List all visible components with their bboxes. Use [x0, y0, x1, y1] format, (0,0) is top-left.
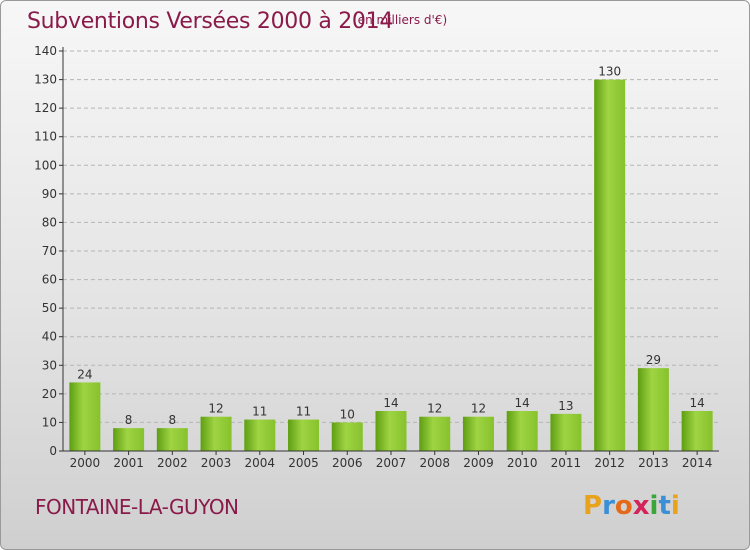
data-label: 14: [689, 396, 704, 410]
bar: [375, 411, 407, 451]
data-label: 8: [125, 413, 133, 427]
x-tick-label: 2010: [507, 456, 538, 470]
x-tick-label: 2013: [638, 456, 669, 470]
x-tick-label: 2011: [551, 456, 582, 470]
bar: [594, 79, 626, 452]
bar: [462, 416, 494, 451]
x-tick-label: 2003: [201, 456, 232, 470]
bars: [69, 79, 713, 452]
x-tick-label: 2009: [463, 456, 494, 470]
bar: [419, 416, 451, 451]
bar: [637, 368, 669, 451]
data-label: 12: [471, 402, 486, 416]
data-label: 29: [646, 353, 661, 367]
logo-letter: P: [583, 491, 603, 521]
logo-letter: i: [649, 491, 659, 521]
proxiti-logo: Proxiti: [583, 491, 680, 521]
data-label: 130: [598, 65, 621, 79]
data-label: 8: [169, 413, 177, 427]
x-tick-label: 2014: [682, 456, 713, 470]
x-tick-label: 2006: [332, 456, 363, 470]
y-tick-label: 40: [42, 330, 57, 344]
y-tick-label: 130: [34, 73, 57, 87]
x-tick-label: 2001: [113, 456, 144, 470]
bar: [156, 428, 188, 451]
logo-letter: i: [670, 491, 680, 521]
data-label: 10: [340, 407, 355, 421]
chart-title: Subventions Versées 2000 à 2014: [27, 9, 394, 34]
bar: [244, 419, 276, 451]
data-label: 11: [252, 405, 267, 419]
data-label: 24: [77, 367, 92, 381]
y-tick-label: 100: [34, 158, 57, 172]
x-tick-label: 2012: [594, 456, 625, 470]
labels: 0 10 20 30 40 50 60 70 80 90 100 110 120 130 140 24 2000…: [34, 44, 712, 470]
data-label: 12: [208, 402, 223, 416]
logo-letter: x: [632, 491, 650, 521]
data-label: 14: [383, 396, 398, 410]
x-tick-label: 2000: [70, 456, 101, 470]
y-tick-label: 70: [42, 244, 57, 258]
y-tick-label: 60: [42, 273, 57, 287]
data-label: 14: [515, 396, 530, 410]
bar: [113, 428, 145, 451]
x-tick-label: 2004: [245, 456, 276, 470]
y-tick-label: 80: [42, 215, 57, 229]
y-tick-label: 110: [34, 130, 57, 144]
y-tick-label: 20: [42, 387, 57, 401]
bar: [550, 413, 582, 451]
bar: [331, 422, 363, 451]
data-label: 13: [558, 399, 573, 413]
y-tick-label: 140: [34, 44, 57, 58]
data-label: 12: [427, 402, 442, 416]
axes: [59, 47, 719, 455]
y-tick-label: 0: [49, 444, 57, 458]
x-tick-label: 2007: [376, 456, 407, 470]
logo-letter: t: [658, 491, 671, 521]
y-tick-label: 50: [42, 301, 57, 315]
bar: [681, 411, 713, 451]
y-tick-label: 30: [42, 358, 57, 372]
commune-name: FONTAINE-LA-GUYON: [35, 495, 239, 519]
x-tick-label: 2008: [419, 456, 450, 470]
x-tick-label: 2005: [288, 456, 319, 470]
x-tick-label: 2002: [157, 456, 188, 470]
chart-subtitle: (en milliers d'€): [353, 13, 448, 27]
bar: [288, 419, 320, 451]
y-tick-label: 120: [34, 101, 57, 115]
y-tick-label: 10: [42, 415, 57, 429]
bar: [200, 416, 232, 451]
bar: [69, 382, 101, 451]
data-label: 11: [296, 405, 311, 419]
y-tick-label: 90: [42, 187, 57, 201]
bar: [506, 411, 538, 451]
logo-letter: r: [602, 491, 615, 521]
logo-letter: o: [614, 491, 633, 521]
